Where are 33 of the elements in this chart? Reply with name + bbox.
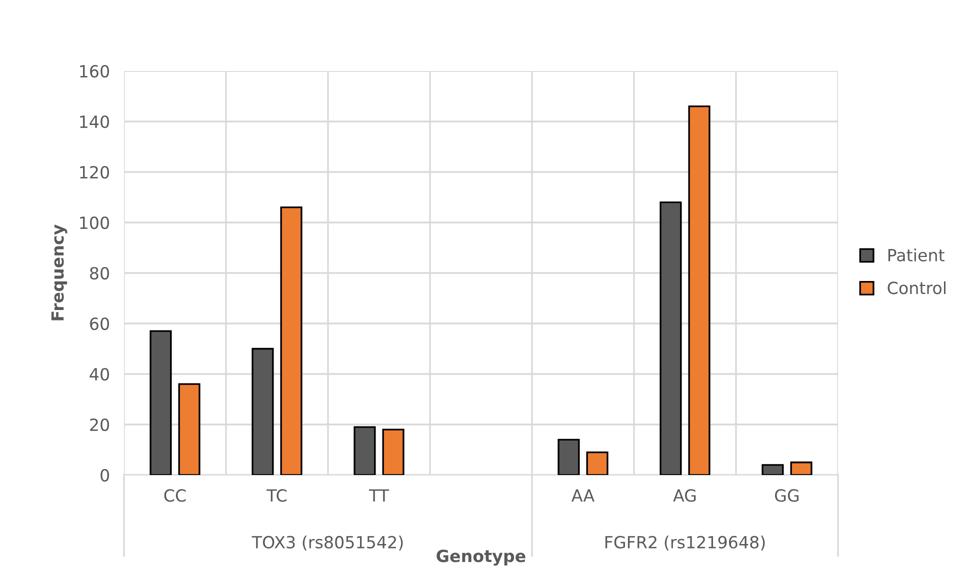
x-tick-label: AG: [673, 489, 696, 502]
text: TOX3 (rs8051542): [252, 536, 403, 550]
y-tick-label: 0: [100, 468, 110, 482]
x-tick-label: TT: [368, 489, 390, 502]
bar: [558, 438, 580, 475]
x-tick-label: GG: [775, 489, 799, 502]
y-tick-label: 120: [80, 166, 110, 179]
bar: [688, 106, 710, 475]
legend-label: Patient: [888, 248, 944, 262]
y-tick-label: 80: [90, 266, 110, 280]
bar: [354, 426, 376, 475]
bar: [252, 348, 274, 475]
bar: [790, 462, 812, 475]
y-tick-label: 100: [80, 216, 110, 230]
y-tick-label: 40: [90, 368, 110, 381]
text: FGFR2 (rs1219648): [605, 536, 765, 550]
y-axis-title: Frequency: [51, 224, 68, 320]
legend-label: Control: [888, 281, 946, 294]
bar: [660, 201, 682, 475]
bar: [586, 451, 608, 475]
bar: [150, 330, 172, 475]
x-axis-title: Genotype: [436, 550, 526, 566]
y-tick-label: 20: [90, 418, 110, 432]
x-tick-label: CC: [164, 489, 186, 502]
x-tick-label: AA: [572, 489, 594, 502]
bar: [762, 464, 784, 475]
x-tick-label: TC: [266, 489, 287, 502]
bar: [178, 383, 200, 475]
bar: [280, 206, 302, 475]
bar: [382, 428, 404, 475]
y-tick-label: 160: [80, 64, 110, 78]
y-tick-label: 140: [80, 115, 110, 128]
y-tick-label: 60: [90, 317, 110, 330]
